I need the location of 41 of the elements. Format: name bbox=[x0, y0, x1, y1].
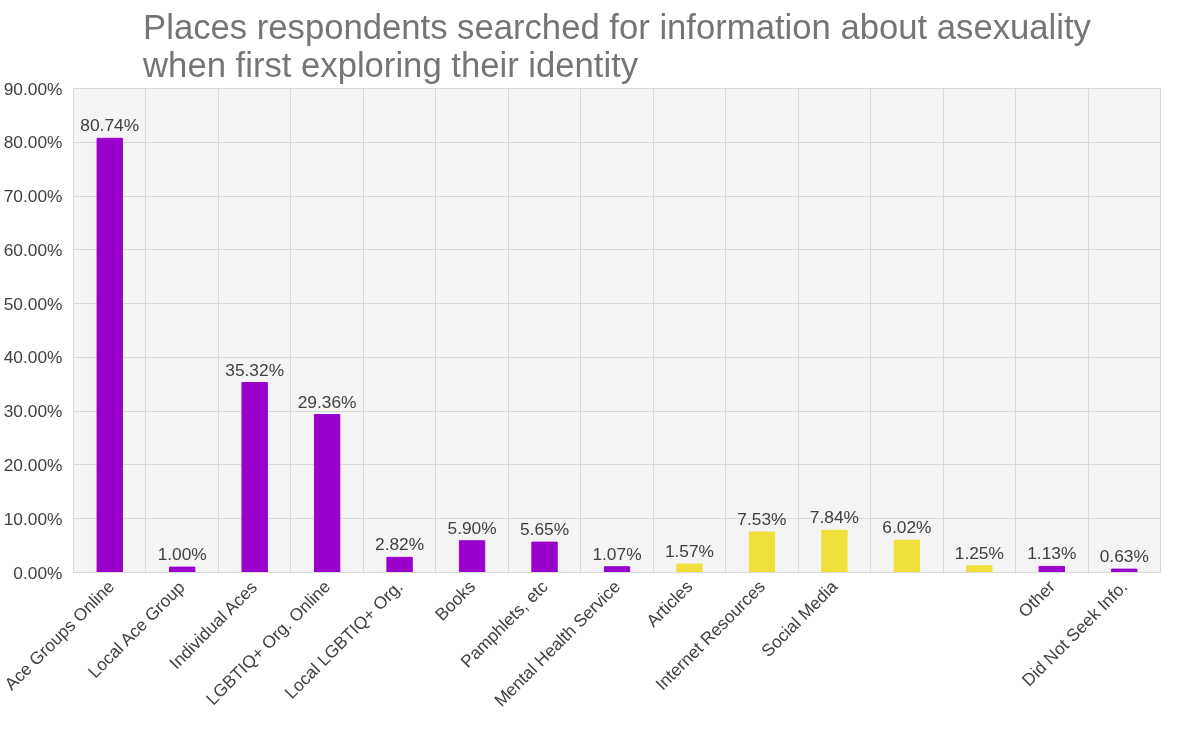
bar bbox=[241, 382, 268, 573]
data-label: 1.57% bbox=[664, 541, 715, 562]
data-label: 1.13% bbox=[1027, 543, 1077, 564]
bar bbox=[748, 531, 776, 573]
data-label: 6.02% bbox=[882, 517, 932, 538]
y-tick-label: 20.00% bbox=[3, 454, 63, 475]
bar bbox=[386, 556, 413, 573]
data-label: 80.74% bbox=[80, 115, 140, 136]
bar bbox=[966, 565, 993, 573]
y-tick-label: 10.00% bbox=[3, 508, 63, 529]
data-label: 1.00% bbox=[157, 544, 207, 565]
data-label: 0.63% bbox=[1099, 546, 1149, 567]
data-label: 7.84% bbox=[809, 507, 859, 528]
y-tick-label: 80.00% bbox=[3, 132, 63, 153]
bar bbox=[893, 539, 921, 573]
chart-title: Places respondents searched for information about asexuality when first exploring their identity bbox=[142, 7, 1092, 84]
data-label: 2.82% bbox=[375, 534, 425, 555]
y-tick-label: 0.00% bbox=[13, 562, 63, 583]
bar bbox=[821, 529, 848, 573]
bar bbox=[676, 563, 703, 573]
y-tick-label: 70.00% bbox=[3, 186, 63, 207]
y-tick-label: 90.00% bbox=[3, 78, 63, 99]
data-label: 1.07% bbox=[592, 543, 642, 564]
data-label: 35.32% bbox=[225, 359, 285, 380]
bar bbox=[603, 566, 631, 573]
data-label: 5.65% bbox=[519, 519, 570, 540]
y-tick-label: 30.00% bbox=[3, 401, 63, 422]
bar bbox=[1111, 568, 1138, 573]
data-label: 29.36% bbox=[297, 391, 357, 412]
bar bbox=[1038, 565, 1065, 573]
data-label: 7.53% bbox=[737, 509, 787, 530]
bar bbox=[313, 414, 341, 573]
y-tick-label: 50.00% bbox=[3, 293, 63, 314]
bar bbox=[169, 566, 196, 573]
bar bbox=[96, 137, 123, 573]
y-tick-label: 60.00% bbox=[3, 239, 63, 260]
y-tick-label: 40.00% bbox=[3, 347, 63, 368]
bar bbox=[458, 540, 486, 573]
bar bbox=[531, 541, 558, 573]
data-label: 1.25% bbox=[954, 542, 1004, 563]
data-label: 5.90% bbox=[447, 517, 497, 538]
